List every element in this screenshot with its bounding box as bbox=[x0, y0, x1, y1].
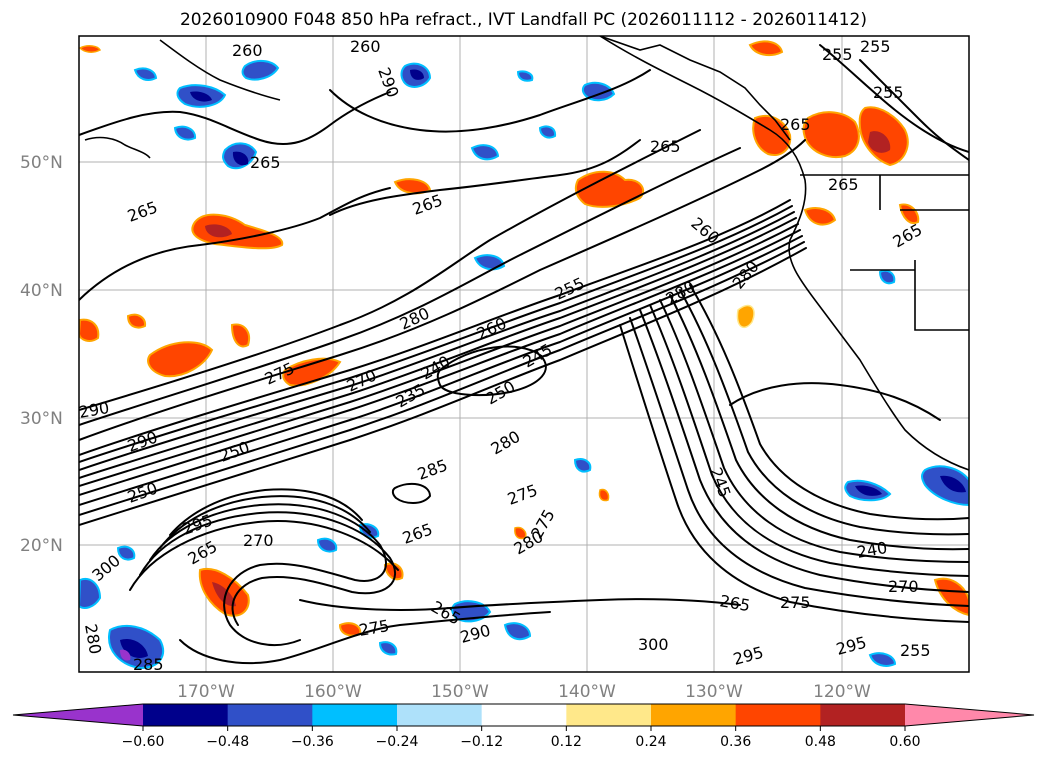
colorbar-tick-label: −0.48 bbox=[206, 734, 249, 750]
contour-label: 260 bbox=[350, 37, 381, 56]
contour-label: 265 bbox=[650, 137, 681, 156]
colorbar-tick-label: 0.24 bbox=[635, 734, 666, 750]
colorbar-swatch bbox=[651, 704, 737, 726]
colorbar-tick-label: 0.60 bbox=[889, 734, 920, 750]
colorbar-swatch bbox=[566, 704, 652, 726]
coastlines bbox=[84, 36, 969, 471]
colorbar-tick-label: 0.12 bbox=[551, 734, 582, 750]
contour-label: 255 bbox=[822, 45, 853, 64]
contour-label: 265 bbox=[250, 153, 281, 172]
shaded-anomalies bbox=[79, 40, 969, 670]
colorbar-tick-label: 0.48 bbox=[805, 734, 836, 750]
contour-label: 265 bbox=[828, 175, 859, 194]
contour-label: 270 bbox=[243, 531, 274, 550]
colorbar: −0.60 −0.48 −0.36 −0.24 −0.12 0.12 0.24 0.36 0.4… bbox=[12, 703, 1035, 750]
lon-label-120w: 120°W bbox=[813, 682, 871, 702]
map-title: 2026010900 F048 850 hPa refract., IVT La… bbox=[179, 10, 867, 30]
colorbar-swatch bbox=[481, 704, 567, 726]
contour-label: 300 bbox=[638, 635, 669, 654]
colorbar-extend-low bbox=[13, 704, 143, 726]
lat-label-50: 50°N bbox=[20, 153, 63, 173]
ivt-contours bbox=[79, 44, 969, 665]
lon-label-170w: 170°W bbox=[177, 682, 235, 702]
colorbar-swatch bbox=[227, 704, 313, 726]
colorbar-tick-label: −0.36 bbox=[291, 734, 334, 750]
contour-label: 265 bbox=[780, 115, 811, 134]
colorbar-tick-label: −0.24 bbox=[376, 734, 419, 750]
contour-label: 260 bbox=[232, 41, 263, 60]
colorbar-tick-label: −0.60 bbox=[122, 734, 165, 750]
lon-label-160w: 160°W bbox=[304, 682, 362, 702]
contour-label: 285 bbox=[133, 655, 164, 674]
lon-label-130w: 130°W bbox=[685, 682, 743, 702]
lon-label-140w: 140°W bbox=[558, 682, 616, 702]
colorbar-swatch bbox=[735, 704, 821, 726]
colorbar-extend-high bbox=[905, 704, 1034, 726]
colorbar-swatch bbox=[312, 704, 398, 726]
contour-labels: 260 265 265 255 255 255 265 265 265 265 … bbox=[79, 37, 931, 674]
lon-label-150w: 150°W bbox=[431, 682, 489, 702]
contour-label: 275 bbox=[780, 593, 811, 612]
contour-label: 255 bbox=[900, 641, 931, 660]
contour-label: 270 bbox=[888, 577, 919, 596]
colorbar-tick-label: −0.12 bbox=[460, 734, 503, 750]
colorbar-swatch bbox=[397, 704, 483, 726]
plot-frame bbox=[78, 35, 970, 673]
colorbar-tick-label: 0.36 bbox=[720, 734, 751, 750]
lat-label-20: 20°N bbox=[20, 536, 63, 556]
lat-label-40: 40°N bbox=[20, 281, 63, 301]
contour-label: 255 bbox=[860, 37, 891, 56]
lat-label-30: 30°N bbox=[20, 409, 63, 429]
contour-label: 255 bbox=[873, 83, 904, 102]
colorbar-swatch bbox=[820, 704, 906, 726]
colorbar-swatch bbox=[143, 704, 229, 726]
